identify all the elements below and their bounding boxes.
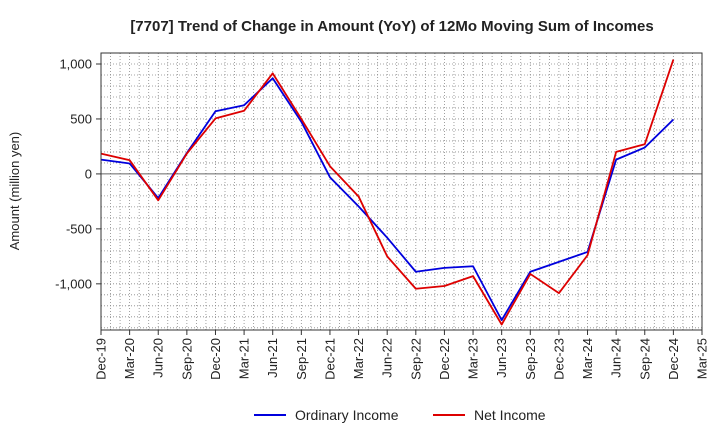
legend-label: Net Income: [474, 407, 546, 423]
y-axis-ticks: 1,000 500 0 -500 -1,000: [55, 56, 101, 291]
x-tick-label: Mar-25: [695, 338, 710, 379]
x-tick-label: Jun-20: [151, 338, 166, 378]
x-tick-label: Sep-24: [637, 338, 652, 380]
series-line-net-income: [100, 59, 675, 326]
y-tick-label: -1,000: [55, 276, 92, 291]
legend-item: Net Income: [433, 407, 546, 423]
x-axis-ticks: Dec-19 Mar-20 Jun-20 Sep-20 Dec-20 Mar-21 Jun-…: [94, 330, 710, 380]
x-tick-label: Dec-23: [551, 338, 566, 380]
y-tick-label: 500: [70, 111, 92, 126]
y-tick-label: 0: [85, 166, 92, 181]
x-tick-label: Mar-24: [580, 338, 595, 379]
gridlines: [100, 52, 702, 330]
x-tick-label: Dec-20: [208, 338, 223, 380]
x-tick-label: Jun-23: [494, 338, 509, 378]
x-tick-label: Sep-22: [408, 338, 423, 380]
legend-label: Ordinary Income: [295, 407, 399, 423]
x-tick-label: Sep-20: [179, 338, 194, 380]
x-tick-label: Jun-24: [609, 338, 624, 378]
x-tick-label: Mar-20: [122, 338, 137, 379]
x-tick-label: Dec-24: [666, 338, 681, 380]
legend-item: Ordinary Income: [254, 407, 399, 423]
x-tick-label: Mar-22: [351, 338, 366, 379]
x-tick-label: Sep-23: [523, 338, 538, 380]
plot-frame: [100, 52, 703, 331]
legend: Ordinary Income Net Income: [254, 407, 546, 423]
x-tick-label: Dec-19: [94, 338, 109, 380]
y-tick-label: -500: [66, 221, 92, 236]
x-tick-label: Mar-23: [466, 338, 481, 379]
chart-title: [7707] Trend of Change in Amount (YoY) o…: [130, 18, 653, 35]
series-lines: [100, 59, 675, 326]
x-tick-label: Jun-22: [380, 338, 395, 378]
y-axis-label: Amount (million yen): [7, 132, 22, 251]
series-line-ordinary-income: [100, 77, 675, 322]
x-tick-label: Dec-22: [437, 338, 452, 380]
y-tick-label: 1,000: [59, 56, 92, 71]
x-tick-label: Sep-21: [294, 338, 309, 380]
x-tick-label: Jun-21: [265, 338, 280, 378]
x-tick-label: Mar-21: [237, 338, 252, 379]
x-tick-label: Dec-21: [322, 338, 337, 380]
